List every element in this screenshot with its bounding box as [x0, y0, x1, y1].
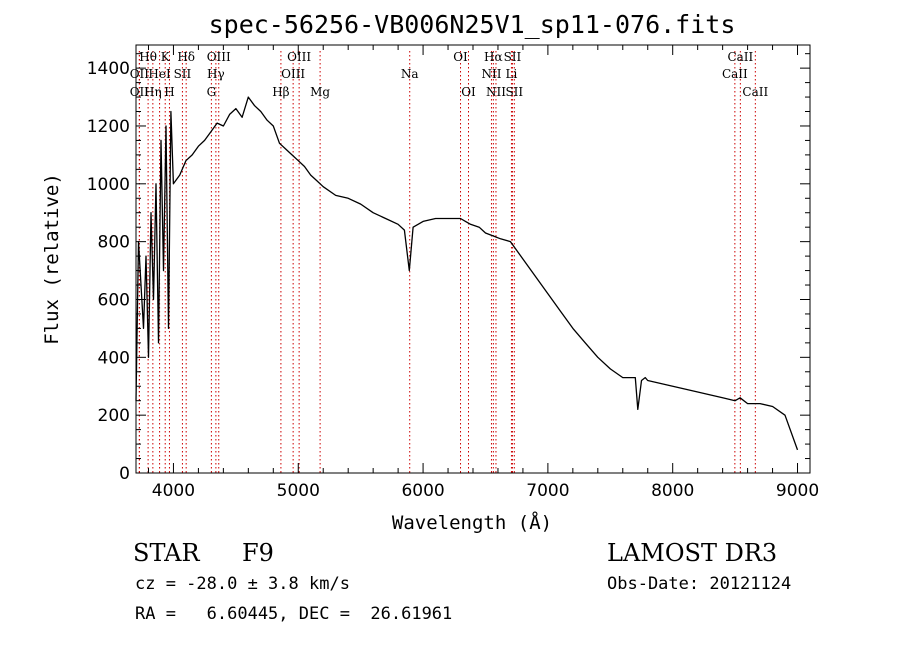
y-tick-label: 200	[98, 406, 130, 426]
spectral-line-label: OI	[453, 50, 468, 64]
y-tick-label: 600	[98, 290, 130, 310]
chart-title: spec-56256-VB006N25V1_sp11-076.fits	[209, 10, 736, 39]
y-axis-label: Flux (relative)	[41, 173, 63, 345]
spectral-line-label: OIII	[207, 50, 231, 64]
y-tick-label: 1000	[87, 175, 130, 195]
x-tick-label: 9000	[776, 481, 819, 501]
spectral-line-label: H	[164, 85, 174, 99]
y-tick-label: 800	[98, 233, 130, 253]
spectrum-chart: spec-56256-VB006N25V1_sp11-076.fits Hθ OI…	[41, 10, 819, 534]
x-tick-label: 6000	[401, 481, 444, 501]
y-axis-ticks: 0 200 400 600 800 1000 1200 1400	[87, 53, 810, 484]
coordinates: RA = 6.60445, DEC = 26.61961	[135, 604, 453, 624]
spectral-line-label: NII	[481, 67, 501, 81]
spectral-line-label: HeI	[148, 67, 171, 81]
spectral-line-label: OIII	[287, 50, 311, 64]
spectral-line-label: NII	[486, 85, 506, 99]
spectral-line-label: K	[161, 50, 171, 64]
y-tick-label: 1400	[87, 59, 130, 79]
spectral-line-label: CaII	[722, 67, 748, 81]
spectral-line-label: Hη	[144, 85, 162, 99]
spectral-line-label: Hα	[484, 50, 503, 64]
redshift-velocity: cz = -28.0 ± 3.8 km/s	[135, 574, 350, 594]
observation-date: Obs-Date: 20121124	[607, 574, 792, 594]
object-class: STAR	[133, 539, 200, 567]
spectral-line-label: G	[207, 85, 217, 99]
y-tick-label: 400	[98, 348, 130, 368]
spectral-line-label: SII	[174, 67, 192, 81]
spectral-line-label: Hθ	[139, 50, 157, 64]
spectral-line-label: Hβ	[272, 85, 289, 99]
y-tick-label: 1200	[87, 117, 130, 137]
spectral-line-label: Na	[401, 67, 419, 81]
spectral-line-label: Mg	[310, 85, 330, 99]
survey-release: LAMOST DR3	[607, 539, 778, 567]
spectral-line-markers	[138, 51, 756, 473]
x-tick-label: 8000	[651, 481, 694, 501]
spectral-line-label: SII	[504, 50, 522, 64]
spectral-line-label: SII	[505, 85, 523, 99]
x-tick-label: 5000	[277, 481, 320, 501]
spectral-line-label: OII	[130, 67, 150, 81]
spectral-line-label: Hγ	[207, 67, 225, 81]
spectral-line-label: Li	[506, 67, 518, 81]
x-axis-ticks: 4000 5000 6000 7000 8000 9000	[147, 45, 819, 501]
y-tick-label: 0	[119, 464, 130, 484]
x-axis-label: Wavelength (Å)	[392, 511, 552, 534]
spectral-line-label: CaII	[742, 85, 768, 99]
spectral-line-label: CaII	[727, 50, 753, 64]
x-tick-label: 4000	[152, 481, 195, 501]
spectrum-series-line	[135, 96, 799, 451]
spectral-line-label: OIII	[281, 67, 305, 81]
object-subclass: F9	[242, 539, 274, 567]
spectral-line-label: Hδ	[177, 50, 195, 64]
spectral-line-label: OI	[461, 85, 476, 99]
x-tick-label: 7000	[526, 481, 569, 501]
spectral-line-label: OII	[130, 85, 150, 99]
